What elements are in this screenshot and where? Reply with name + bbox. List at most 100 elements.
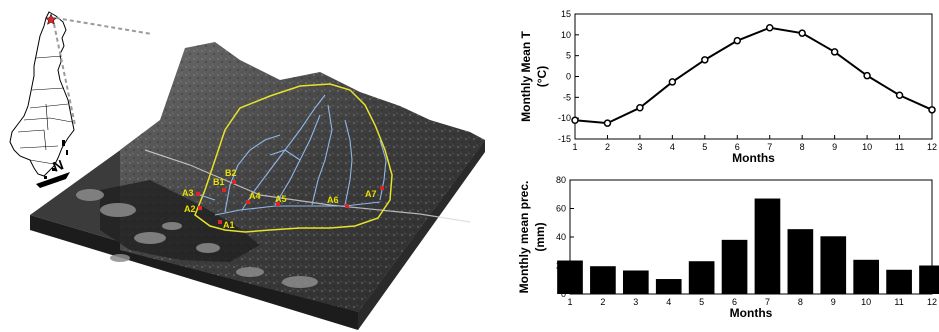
site-marker-a7 (380, 186, 384, 190)
temperature-x-tick-label: 12 (927, 142, 937, 152)
temperature-series-line (574, 26, 933, 125)
site-labels: A1 A2 A3 A4 A5 A6 A7 B1 B2 (182, 168, 377, 230)
temperature-point (571, 116, 579, 124)
temperature-point (733, 36, 742, 45)
temperature-y-tick-label: -10 (558, 113, 571, 123)
precipitation-y-tick-label: 20 (556, 261, 566, 271)
temperature-x-tick-label: 10 (862, 142, 872, 152)
site-marker-b1 (222, 188, 226, 192)
temperature-y-tick-label: 10 (561, 30, 571, 40)
county-borders (17, 55, 73, 165)
temperature-point (830, 48, 839, 56)
temperature-x-tick-label: 5 (702, 142, 707, 152)
temperature-series (571, 24, 936, 127)
temperature-y-tick-label: 5 (566, 51, 571, 61)
temperature-y-axis-title-line2: (°C) (535, 66, 549, 87)
site-marker-a4 (246, 200, 250, 204)
precipitation-bar (721, 239, 748, 294)
temperature-point (863, 71, 871, 80)
temperature-y-tick-label: -5 (563, 92, 571, 102)
site-label-a4: A4 (249, 191, 261, 201)
precipitation-x-tick-label: 10 (861, 297, 871, 307)
precipitation-bar (787, 229, 814, 294)
temperature-y-tick-label: -15 (558, 134, 571, 144)
precipitation-bar (688, 261, 715, 294)
temperature-point (765, 24, 774, 32)
location-star-icon (44, 13, 58, 25)
precipitation-y-axis-ticks: 0 20 40 60 80 (556, 175, 574, 299)
terrain-3d-view: A1 A2 A3 A4 A5 A6 A7 B1 B2 (30, 42, 485, 330)
precipitation-bar (622, 270, 649, 294)
precipitation-bars (557, 198, 939, 294)
site-label-a5: A5 (275, 194, 287, 204)
site-label-b1: B1 (213, 177, 225, 187)
precipitation-x-tick-label: 4 (666, 297, 671, 307)
inset-connector-lines (53, 17, 153, 126)
precipitation-bar (919, 265, 939, 294)
temperature-point (798, 29, 806, 37)
north-label: N (51, 156, 66, 174)
site-marker-a6 (345, 204, 349, 208)
temperature-point (636, 104, 644, 112)
precipitation-y-tick-label: 60 (556, 204, 566, 214)
temperature-plot-frame (574, 13, 933, 140)
temperature-point (603, 119, 612, 127)
site-label-a6: A6 (327, 195, 339, 205)
site-marker-b2 (232, 180, 236, 184)
precipitation-bar (557, 260, 583, 294)
site-marker-a2 (198, 206, 202, 210)
precipitation-x-axis-title: Months (730, 306, 773, 320)
site-marker-a3 (196, 192, 200, 196)
precipitation-x-tick-label: 5 (699, 297, 704, 307)
temperature-x-tick-label: 7 (767, 142, 772, 152)
temperature-x-axis-ticks: 1 2 3 4 5 6 7 8 9 10 11 12 (572, 135, 937, 152)
temperature-x-tick-label: 3 (637, 142, 642, 152)
precipitation-x-tick-label: 7 (765, 297, 770, 307)
road-line (144, 149, 471, 223)
coastal-islands (44, 140, 68, 179)
site-label-a3: A3 (182, 188, 194, 198)
catchment-boundary (194, 83, 393, 233)
temperature-point (928, 106, 936, 114)
precipitation-x-tick-label: 12 (927, 297, 937, 307)
temperature-y-axis-ticks: -15 -10 -5 0 5 10 15 (558, 9, 579, 144)
temperature-x-tick-label: 2 (605, 142, 610, 152)
precipitation-bar (853, 259, 880, 294)
temperature-point (701, 56, 709, 64)
precipitation-bar (820, 236, 847, 294)
precipitation-x-tick-label: 6 (732, 297, 737, 307)
coastline-islands (76, 189, 318, 288)
precipitation-x-tick-label: 2 (600, 297, 605, 307)
sweden-inset-map (9, 11, 75, 179)
temperature-x-tick-label: 6 (735, 142, 740, 152)
precipitation-bar (754, 198, 781, 294)
precipitation-x-axis-ticks: 1 2 3 4 5 6 7 8 9 10 11 12 (567, 290, 937, 307)
temperature-x-tick-label: 9 (832, 142, 837, 152)
precipitation-x-tick-label: 3 (633, 297, 638, 307)
precipitation-bar (886, 269, 912, 294)
precipitation-x-tick-label: 1 (567, 297, 572, 307)
site-label-b2: B2 (225, 168, 237, 178)
precipitation-y-tick-label: 80 (556, 175, 566, 185)
site-markers (196, 180, 384, 224)
temperature-point (668, 78, 677, 86)
precipitation-y-axis-title-line2: (mm) (533, 222, 547, 251)
temperature-y-tick-label: 15 (561, 9, 571, 19)
precipitation-y-axis-title-line1: Monthly mean prec. (517, 181, 531, 294)
precipitation-y-tick-label: 40 (556, 232, 566, 242)
terrain-front-edge (30, 215, 358, 330)
temperature-x-tick-label: 8 (800, 142, 805, 152)
site-marker-a5 (276, 202, 280, 206)
terrain-side-edge (358, 140, 485, 330)
precipitation-y-tick-label: 0 (561, 289, 566, 299)
site-label-a2: A2 (184, 204, 196, 214)
temperature-x-axis-title: Months (732, 151, 775, 165)
temperature-x-tick-label: 1 (572, 142, 577, 152)
precipitation-x-tick-label: 9 (831, 297, 836, 307)
site-label-a1: A1 (223, 220, 235, 230)
temperature-x-tick-label: 4 (670, 142, 675, 152)
precipitation-x-tick-label: 8 (798, 297, 803, 307)
